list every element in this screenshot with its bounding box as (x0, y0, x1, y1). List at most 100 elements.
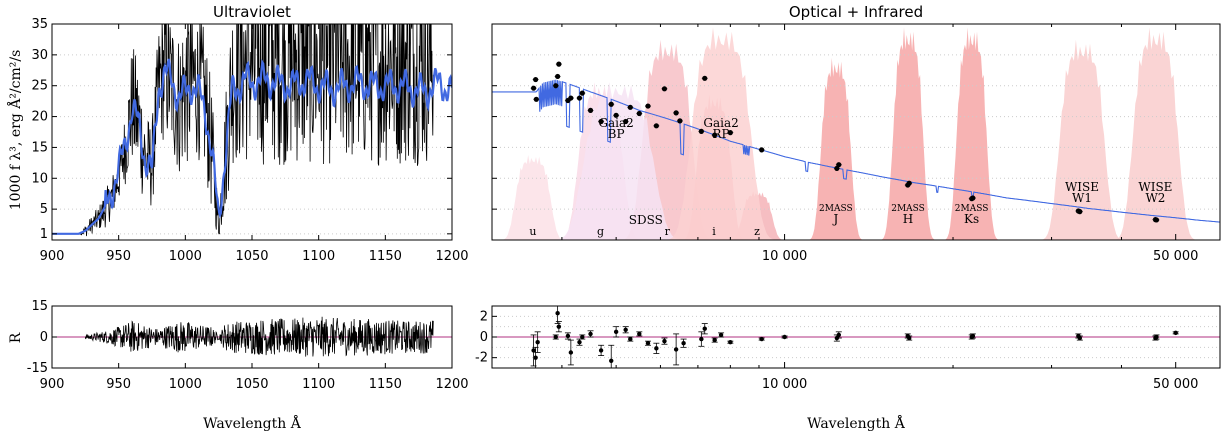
optres-point (836, 332, 842, 338)
band-u (501, 155, 565, 240)
optir-point (627, 104, 633, 110)
optir-point (727, 130, 733, 136)
optres-point (580, 334, 585, 340)
band-label-wise-w2-2: W2 (1145, 191, 1165, 205)
optres-point (568, 350, 574, 355)
optir-point (759, 147, 765, 153)
optres-point (609, 358, 614, 363)
optir-point (836, 162, 842, 168)
uv-xtick-label: 1150 (369, 249, 402, 264)
uv-model-line (52, 58, 452, 235)
optir-point (1077, 209, 1083, 215)
optir-point (576, 95, 583, 101)
uv-ytick-label: 5 (40, 202, 48, 217)
optres-point (637, 331, 642, 337)
optres-point (623, 327, 628, 332)
optres-point (1077, 335, 1083, 341)
optres-point (588, 331, 593, 337)
band-2mass-ks (944, 27, 999, 240)
optres-point (577, 339, 582, 345)
optres-point (681, 341, 686, 346)
band-label-2mass-h-1: 2MASS (891, 204, 925, 214)
uvres-xtick-label: 950 (106, 377, 131, 392)
optres-xtick-label: 10 000 (762, 377, 808, 392)
uv-ytick-label: 35 (31, 17, 48, 32)
uv-ytick-label: 10 (31, 171, 48, 186)
optir-point (906, 180, 912, 186)
uv-ytick-label: 25 (31, 79, 48, 94)
optir-point (579, 90, 585, 96)
optir-point (661, 86, 668, 92)
optir-xtick-label: 10 000 (762, 249, 808, 264)
uvres-ylabel: R (8, 332, 24, 343)
uvres-ytick-label: 0 (40, 330, 48, 345)
optres-point (654, 346, 659, 351)
band-label-2mass-ks-1: 2MASS (955, 204, 989, 214)
band-label-gaia-bp-2: BP (608, 127, 625, 141)
uv-xtick-label: 900 (40, 249, 65, 264)
band-label-u: u (529, 225, 536, 238)
optres-point (535, 339, 540, 345)
uv-xtick-label: 950 (106, 249, 131, 264)
optres-point (759, 336, 764, 342)
optir-point (1153, 217, 1160, 223)
band-label-g: g (597, 225, 604, 238)
uvres-xtick-label: 1100 (302, 377, 335, 392)
optir-point (623, 118, 629, 125)
band-label-2mass-j-2: J (831, 212, 838, 226)
uv-ytick-label: 30 (31, 48, 48, 63)
band-label-wise-w1-1: WISE (1065, 180, 1099, 194)
optir-point (673, 110, 679, 116)
band-label-z: z (754, 225, 760, 238)
uvres-ytick-label: -15 (27, 361, 48, 376)
optir-xtick-label: 50 000 (1153, 249, 1199, 264)
optres-point (533, 355, 538, 360)
band-label-2mass-ks-2: Ks (964, 212, 979, 226)
optir-point (702, 75, 708, 81)
uvres-xtick-label: 1200 (435, 377, 468, 392)
optir-point (608, 101, 614, 107)
optres-point (907, 335, 912, 341)
band-wise-w1 (1041, 39, 1123, 240)
uvres-panel: -15 0 15 900 950 1000 1050 1100 1150 1200 (27, 299, 469, 392)
optres-ytick-label: -2 (475, 351, 488, 366)
band-gaia2-bp (555, 82, 682, 240)
uvres-line (84, 316, 434, 357)
optres-point (662, 338, 667, 344)
uv-xtick-label: 1200 (435, 249, 468, 264)
optir-point (553, 83, 559, 89)
uv-xtick-label: 1100 (302, 249, 335, 264)
optir-point (568, 95, 574, 101)
optir-panel: u g r i zSDSSGaia2BPGaia2RP2MASSJ2MASSH2MASS… (491, 23, 1221, 264)
optres-point (718, 332, 724, 338)
optres-point (645, 341, 651, 346)
optir-point (533, 96, 539, 102)
uv-ytick-label: 15 (31, 140, 48, 155)
band-label-gaia-rp-1: Gaia2 (703, 116, 738, 130)
optres-ytick-label: 2 (480, 309, 488, 324)
optres-ytick-label: 0 (480, 330, 488, 345)
band-label-gaia-rp-2: RP (713, 127, 730, 141)
uvres-xtick-label: 900 (40, 377, 65, 392)
optres-point (553, 334, 558, 340)
uv-ytick-label: 1 (40, 227, 48, 242)
band-label-gaia-bp-1: Gaia2 (598, 116, 633, 130)
optir-point (698, 128, 704, 134)
optir-model-line (492, 79, 1220, 223)
uvres-ytick-label: 15 (31, 299, 48, 314)
optres-point (613, 329, 619, 335)
band-2mass-h (881, 27, 935, 240)
band-label-2mass-h-2: H (903, 212, 913, 226)
optres-xlabel: Wavelength Å (807, 414, 906, 432)
optres-point (556, 324, 562, 329)
band-gaia2-rp (667, 27, 775, 240)
optres-point (699, 336, 704, 342)
optres-point (673, 347, 679, 352)
optir-point (613, 112, 619, 118)
uv-xtick-label: 1000 (169, 249, 202, 264)
band-label-sdss: SDSS (629, 213, 663, 227)
optres-point (1154, 334, 1159, 340)
band-label-wise-w2-1: WISE (1138, 180, 1172, 194)
optres-point (1173, 330, 1178, 336)
band-wise-w2 (1115, 27, 1196, 240)
